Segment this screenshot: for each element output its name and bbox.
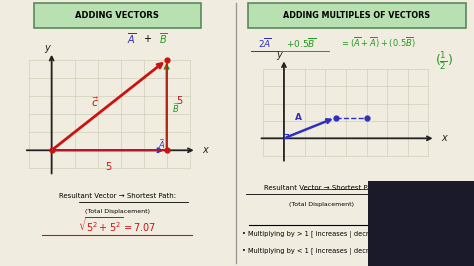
Text: y: y	[44, 43, 50, 53]
FancyBboxPatch shape	[247, 3, 466, 28]
Text: y: y	[276, 49, 282, 60]
Text: $\overline{A}$: $\overline{A}$	[127, 31, 136, 46]
Text: ADDING VECTORS: ADDING VECTORS	[75, 11, 159, 20]
FancyBboxPatch shape	[34, 3, 201, 28]
Text: $\vec{B}$: $\vec{B}$	[173, 101, 180, 115]
Text: $= (\overline{A}+\overline{A}) + (0.5\overline{B})$: $= (\overline{A}+\overline{A}) + (0.5\ov…	[340, 36, 416, 50]
Text: $\vec{A}$: $\vec{A}$	[158, 137, 166, 151]
Text: Resultant Vector → Shortest Path:: Resultant Vector → Shortest Path:	[59, 193, 176, 198]
Text: x: x	[441, 133, 447, 143]
Text: $+ 0.5\overline{B}$: $+ 0.5\overline{B}$	[286, 36, 316, 50]
Text: • Multiplying by < 1 [ increases | decreases ]: • Multiplying by < 1 [ increases | decre…	[242, 248, 392, 255]
Text: $\vec{c}$: $\vec{c}$	[91, 95, 99, 109]
Text: x: x	[202, 145, 208, 155]
Text: ADDING MULTIPLES OF VECTORS: ADDING MULTIPLES OF VECTORS	[283, 11, 430, 20]
Text: $5$: $5$	[176, 94, 183, 106]
Text: A: A	[294, 113, 301, 122]
Text: $(\frac{1}{2})$: $(\frac{1}{2})$	[435, 50, 452, 72]
Text: (Total Displacement): (Total Displacement)	[85, 209, 150, 214]
Text: $\sqrt{5^2+5^2}= 7.07$: $\sqrt{5^2+5^2}= 7.07$	[78, 215, 156, 234]
Text: $\overline{B}$: $\overline{B}$	[159, 31, 167, 46]
Text: $+$: $+$	[143, 33, 152, 44]
Text: Resultant Vector → Shortest Path: Resultant Vector → Shortest Path	[264, 185, 379, 190]
Text: $2\overline{A}$: $2\overline{A}$	[258, 36, 272, 50]
Text: $5$: $5$	[105, 160, 113, 172]
Text: (Total Displacement): (Total Displacement)	[289, 202, 354, 207]
Text: • Multiplying by > 1 [ increases | decreases ]: • Multiplying by > 1 [ increases | decre…	[242, 231, 392, 238]
Bar	[368, 181, 474, 266]
